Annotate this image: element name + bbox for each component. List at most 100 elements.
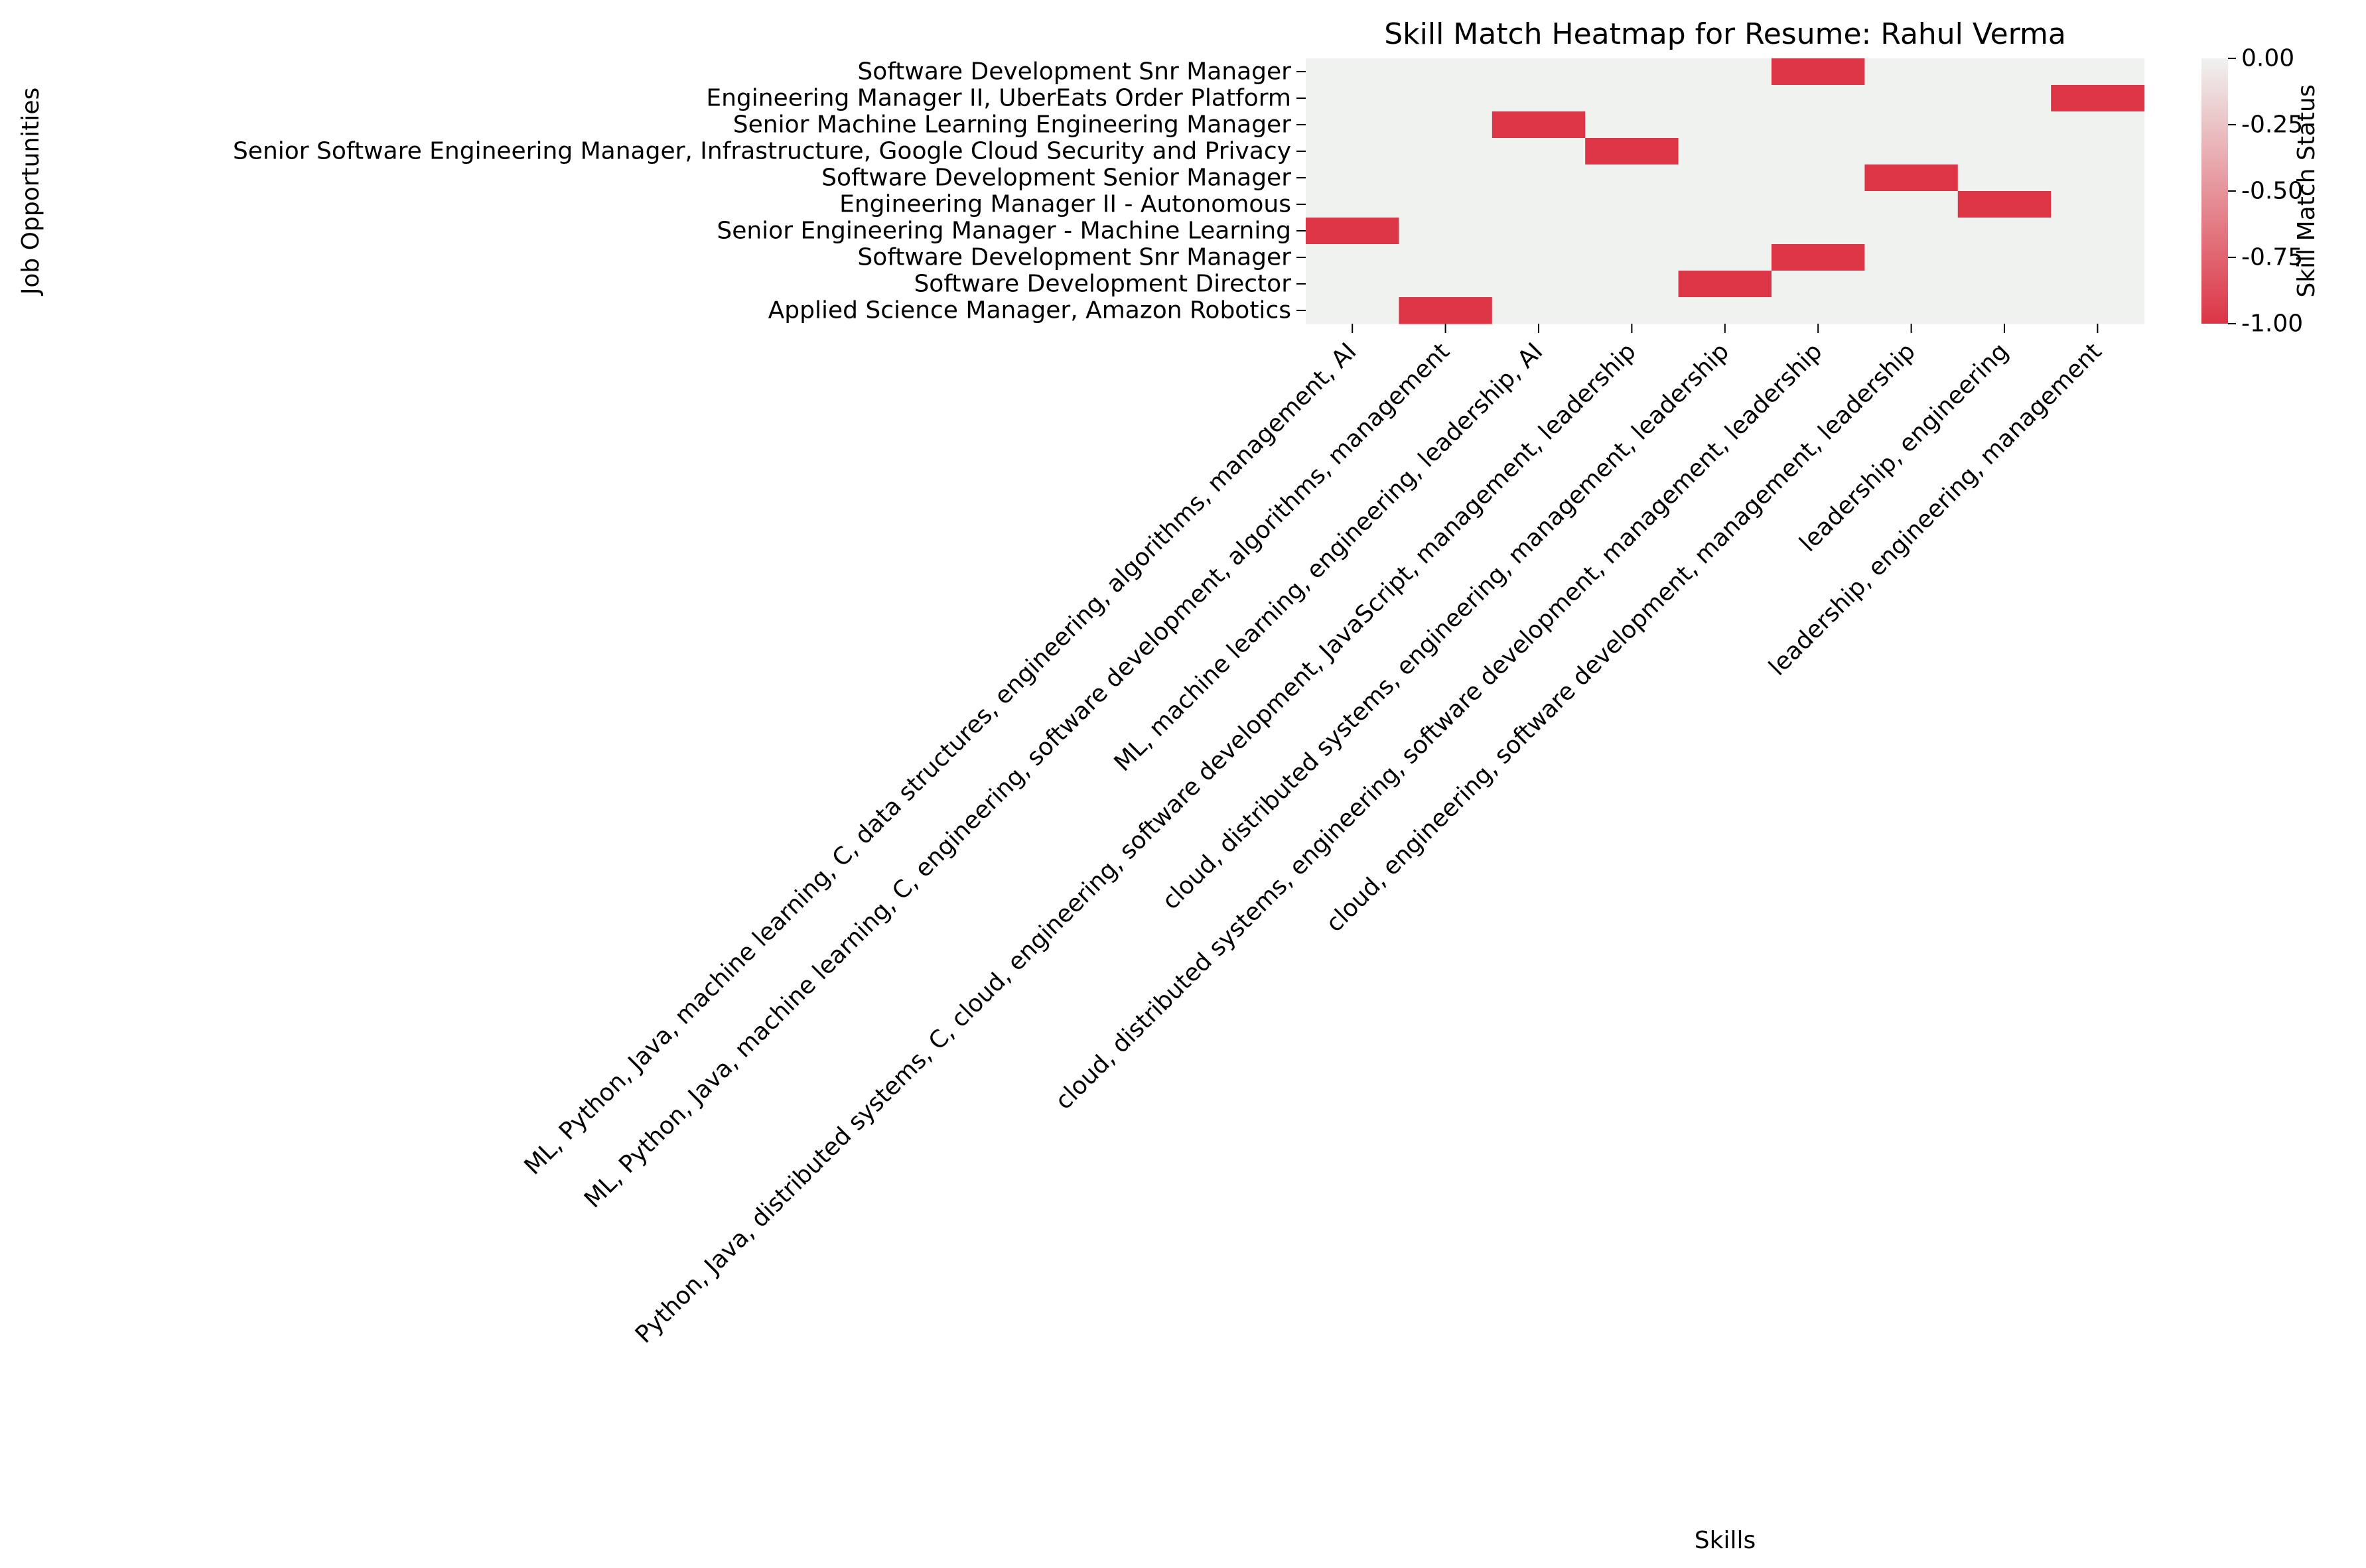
heatmap-cell xyxy=(1492,244,1586,271)
heatmap-cell xyxy=(1678,138,1772,165)
heatmap-cell xyxy=(1492,271,1586,298)
heatmap-cell xyxy=(1864,218,1959,245)
heatmap-cell xyxy=(1957,297,2052,324)
heatmap-cell xyxy=(1399,164,1493,192)
heatmap-cell xyxy=(1399,297,1493,324)
heatmap-cell xyxy=(2051,271,2145,298)
heatmap-cell xyxy=(1957,191,2052,218)
y-tick-label: Engineering Manager II, UberEats Order P… xyxy=(706,85,1291,112)
heatmap-cell xyxy=(2051,58,2145,86)
heatmap-cell xyxy=(2051,191,2145,218)
heatmap-cell xyxy=(1864,191,1959,218)
heatmap-cell xyxy=(1399,111,1493,139)
heatmap-cell xyxy=(2051,85,2145,112)
heatmap-cell xyxy=(1864,138,1959,165)
heatmap-cell xyxy=(1678,244,1772,271)
heatmap-cell xyxy=(2051,111,2145,139)
heatmap-cell xyxy=(1864,111,1959,139)
heatmap-cell xyxy=(1957,218,2052,245)
heatmap-cell xyxy=(1306,244,1399,271)
heatmap-cell xyxy=(1772,111,1865,139)
heatmap-cell xyxy=(1772,191,1865,218)
x-tick-label: ML, Python, Java, machine learning, C, e… xyxy=(579,338,1455,1213)
heatmap-cell xyxy=(1678,271,1772,298)
heatmap-cell xyxy=(1399,85,1493,112)
heatmap-cell xyxy=(1772,218,1865,245)
heatmap-cell xyxy=(1864,58,1959,86)
heatmap-cell xyxy=(1772,58,1865,86)
heatmap-cell xyxy=(1492,218,1586,245)
heatmap-cell xyxy=(1772,297,1865,324)
heatmap-cell xyxy=(1585,191,1679,218)
heatmap-cell xyxy=(1864,244,1959,271)
heatmap-cell xyxy=(1492,58,1586,86)
x-axis-ticks: ML, Python, Java, machine learning, C, d… xyxy=(520,324,2107,1348)
heatmap-cell xyxy=(1772,85,1865,112)
colorbar xyxy=(2201,58,2228,324)
heatmap-cell xyxy=(1399,218,1493,245)
colorbar-tick-label: 0.00 xyxy=(2241,45,2294,72)
heatmap-cell xyxy=(1585,297,1679,324)
y-tick-label: Engineering Manager II - Autonomous xyxy=(839,191,1291,218)
heatmap-cell xyxy=(1678,85,1772,112)
heatmap-cell xyxy=(1864,297,1959,324)
colorbar-label: Skill Match Status xyxy=(2293,84,2320,297)
colorbar-tick-label: -0.75 xyxy=(2241,244,2303,271)
heatmap-cell xyxy=(1678,191,1772,218)
heatmap-cell xyxy=(1585,218,1679,245)
y-axis-label: Job Opportunities xyxy=(17,88,44,296)
heatmap-cell xyxy=(1678,218,1772,245)
heatmap-cell xyxy=(1306,58,1399,86)
heatmap-cell xyxy=(1306,85,1399,112)
heatmap-cell xyxy=(1492,111,1586,139)
x-tick-label: ML, machine learning, engineering, leade… xyxy=(1109,338,1549,777)
heatmap-cell xyxy=(1772,164,1865,192)
y-tick-label: Software Development Senior Manager xyxy=(821,164,1291,192)
heatmap-cell xyxy=(1585,85,1679,112)
heatmap-cell xyxy=(1492,191,1586,218)
heatmap-cell xyxy=(1585,244,1679,271)
heatmap-cell xyxy=(2051,138,2145,165)
colorbar-tick-label: -0.25 xyxy=(2241,111,2303,139)
heatmap-cell xyxy=(2051,218,2145,245)
heatmap-cell xyxy=(1678,297,1772,324)
heatmap-cell xyxy=(1864,164,1959,192)
heatmap-cell xyxy=(1678,164,1772,192)
y-tick-label: Senior Engineering Manager - Machine Lea… xyxy=(717,218,1291,245)
heatmap-cell xyxy=(1772,271,1865,298)
heatmap-cell xyxy=(1772,138,1865,165)
heatmap-cell xyxy=(1585,271,1679,298)
y-tick-label: Applied Science Manager, Amazon Robotics xyxy=(768,297,1291,324)
heatmap-cell xyxy=(1957,271,2052,298)
colorbar-ticks: 0.00 -0.25 -0.50 -0.75 -1.00 xyxy=(2228,45,2303,338)
x-tick-label: leadership, engineering, management xyxy=(1764,338,2107,681)
heatmap-cell xyxy=(2051,244,2145,271)
heatmap-cell xyxy=(1864,271,1959,298)
heatmap-cell xyxy=(1864,85,1959,112)
heatmap-cell xyxy=(1772,244,1865,271)
y-tick-label: Software Development Snr Manager xyxy=(857,58,1291,86)
colorbar-tick-label: -1.00 xyxy=(2241,310,2303,338)
x-axis-label: Skills xyxy=(1695,1527,1756,1554)
heatmap-cell xyxy=(1399,271,1493,298)
heatmap-cell xyxy=(1585,164,1679,192)
heatmap-cell xyxy=(1585,111,1679,139)
heatmap-cell xyxy=(1957,138,2052,165)
heatmap-cell xyxy=(1306,111,1399,139)
heatmap-cell xyxy=(1306,297,1399,324)
heatmap-cell xyxy=(1399,244,1493,271)
heatmap-cell xyxy=(1399,138,1493,165)
heatmap-cell xyxy=(1585,58,1679,86)
heatmap-cell xyxy=(1678,111,1772,139)
heatmap-cell xyxy=(1306,138,1399,165)
y-axis-ticks: Software Development Snr ManagerEngineer… xyxy=(233,58,1306,324)
heatmap-cell xyxy=(1957,244,2052,271)
heatmap-cell xyxy=(1492,297,1586,324)
heatmap-cell xyxy=(1492,164,1586,192)
heatmap-cell xyxy=(2051,164,2145,192)
x-tick-label: cloud, engineering, software development… xyxy=(1321,338,1921,937)
heatmap-cell xyxy=(1678,58,1772,86)
heatmap-cell xyxy=(1306,164,1399,192)
colorbar-tick-label: -0.50 xyxy=(2241,178,2303,205)
